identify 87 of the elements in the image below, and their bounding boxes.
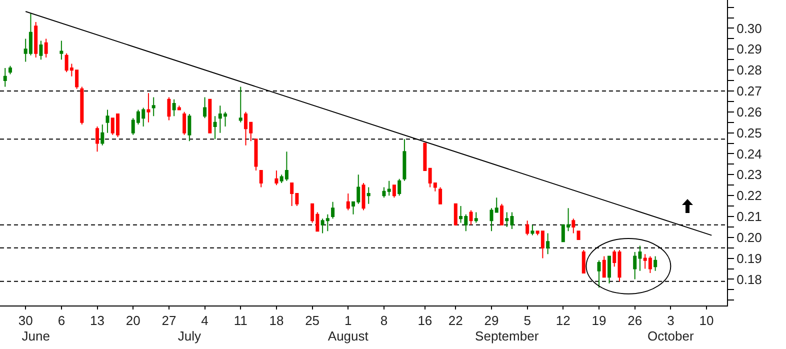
- candlestick: [398, 178, 402, 196]
- candlestick: [546, 232, 550, 255]
- candlestick: [100, 124, 104, 146]
- y-tick-label: 0.28: [736, 62, 762, 78]
- candlestick: [96, 126, 100, 152]
- candlestick: [259, 170, 263, 188]
- candlestick: [602, 256, 606, 278]
- candlestick: [597, 260, 601, 288]
- x-tick-label: 1: [344, 312, 352, 328]
- x-tick-label: 30: [18, 312, 33, 328]
- candlestick: [167, 96, 171, 121]
- x-tick-label: 27: [162, 312, 176, 328]
- candlestick: [366, 186, 370, 204]
- candlestick: [208, 98, 212, 134]
- candlestick: [213, 116, 217, 140]
- candlestick: [146, 92, 150, 123]
- candlestick: [469, 210, 473, 226]
- x-tick-label: 19: [592, 312, 606, 328]
- candlestick: [362, 182, 366, 211]
- candlestick: [382, 186, 386, 198]
- y-tick-label: 0.23: [736, 167, 762, 182]
- candlestick: [3, 67, 7, 88]
- y-tick-label: 0.29: [736, 42, 762, 57]
- candlestick: [500, 203, 504, 226]
- x-tick-label: 11: [234, 312, 248, 328]
- candlestick: [44, 38, 48, 58]
- x2-tick-label: June: [22, 328, 50, 344]
- candlestick: [572, 218, 576, 234]
- candlestick: [238, 86, 242, 123]
- y-tick-label: 0.24: [736, 146, 762, 162]
- candlestick: [177, 105, 181, 110]
- y-tick-label: 0.22: [736, 188, 762, 204]
- candlestick: [582, 249, 586, 274]
- x-tick-label: 5: [524, 312, 531, 328]
- candlestick: [346, 192, 350, 211]
- x-tick-label: 12: [556, 312, 570, 328]
- x2-tick-label: July: [178, 328, 202, 344]
- candlestick: [254, 138, 258, 171]
- candlestick: [530, 224, 534, 236]
- candlestick: [152, 96, 156, 117]
- candlestick: [60, 40, 64, 60]
- candlestick: [203, 96, 207, 119]
- y-tick-label: 0.27: [736, 84, 762, 99]
- x-tick-label: 10: [699, 312, 714, 328]
- x-tick-label: 20: [126, 312, 140, 328]
- y-tick-label: 0.21: [736, 209, 762, 224]
- candlestick: [402, 138, 406, 182]
- y-tick-label: 0.25: [736, 125, 762, 140]
- y-tick-label: 0.19: [736, 250, 762, 266]
- x-tick-label: 22: [448, 312, 463, 328]
- x-tick-label: 13: [90, 312, 105, 328]
- y-tick-label: 0.26: [736, 104, 762, 120]
- x-tick-label: 26: [628, 312, 642, 328]
- candlestick: [474, 212, 478, 224]
- candlestick: [607, 256, 611, 284]
- candlestick: [39, 40, 43, 60]
- candlestick: [392, 184, 396, 198]
- y-tick-label: 0.20: [736, 230, 762, 245]
- y-tick-label: 0.18: [736, 272, 762, 287]
- candlestick: [106, 109, 110, 134]
- x-tick-label: 29: [484, 312, 499, 328]
- x-tick-label: 25: [305, 312, 320, 328]
- candlestick: [274, 170, 278, 186]
- y-tick-label: 0.30: [736, 20, 762, 36]
- candlestick: [387, 180, 391, 196]
- candlestick: [8, 65, 12, 75]
- x-tick-label: 4: [201, 312, 208, 328]
- candlestick: [576, 230, 580, 240]
- candlestick: [34, 21, 38, 58]
- candlestick: [526, 220, 530, 236]
- candlestick: [80, 86, 84, 125]
- x-tick-label: 8: [380, 312, 388, 328]
- candlestick: [182, 111, 186, 136]
- candlestick: [423, 142, 427, 171]
- candlestick: [654, 256, 658, 272]
- x-tick-label: 18: [269, 312, 284, 328]
- x2-tick-label: August: [328, 328, 369, 344]
- candlestick: [331, 201, 335, 220]
- candlestick: [188, 113, 192, 142]
- x2-tick-label: October: [648, 328, 694, 344]
- candlestick: [454, 203, 458, 226]
- x2-tick-label: September: [475, 328, 540, 344]
- candlestick: [172, 98, 176, 117]
- x-tick-label: 3: [667, 312, 674, 328]
- candlestick: [438, 186, 442, 204]
- x-tick-label: 6: [58, 312, 66, 328]
- x-tick-label: 16: [418, 312, 432, 328]
